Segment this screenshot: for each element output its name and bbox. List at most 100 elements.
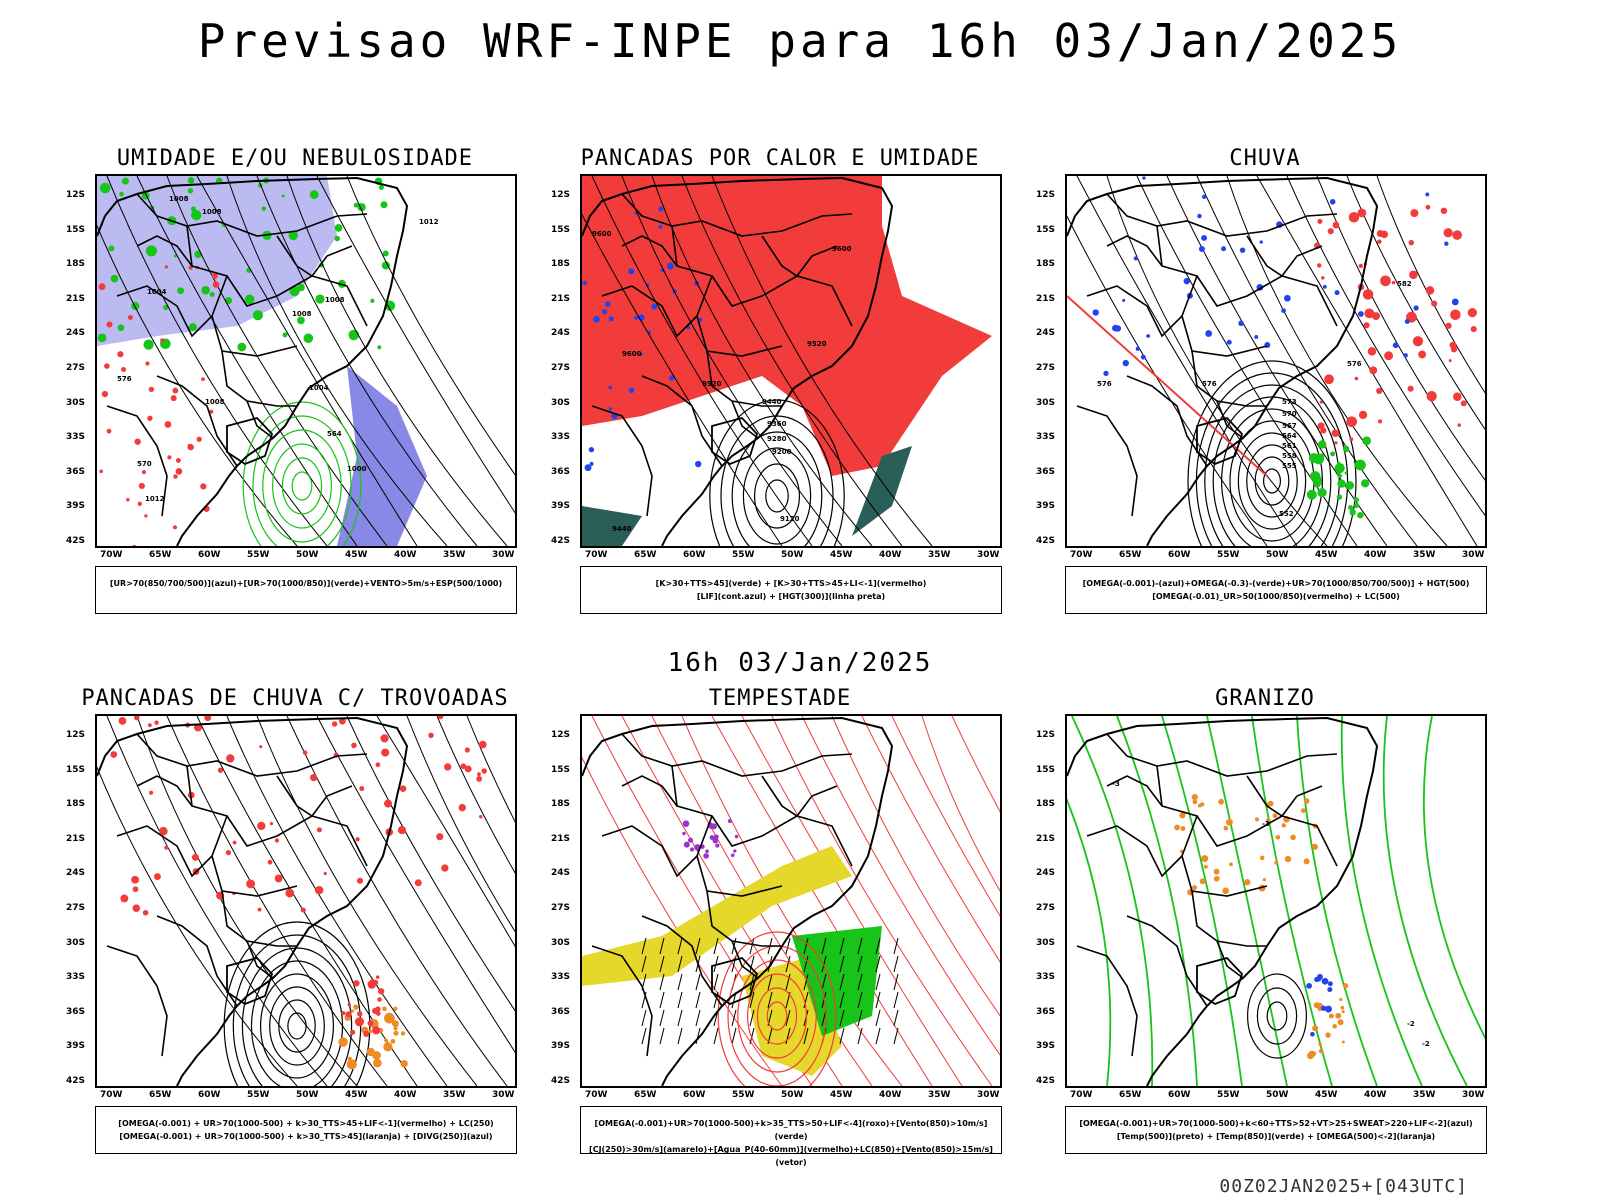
streamline <box>861 716 1000 963</box>
rain-area <box>1358 410 1368 420</box>
thickness-contour <box>132 544 137 546</box>
streamline <box>717 931 837 1086</box>
humidity-lower-contour <box>145 245 157 257</box>
streamline <box>1256 987 1298 1045</box>
legend-box: [OMEGA(-0.001)-(azul)+OMEGA(-0.3)-(verde… <box>1065 566 1487 614</box>
storm-area <box>428 732 434 739</box>
wind-vector <box>659 1027 665 1045</box>
storm-area <box>164 845 169 850</box>
omega-area <box>1191 793 1198 801</box>
omega-area <box>1300 808 1306 814</box>
rain-area <box>1369 366 1378 375</box>
omega-area <box>1259 855 1265 861</box>
omega-area <box>1337 1019 1344 1026</box>
contour-label: 9120 <box>780 515 800 523</box>
wind-vector <box>839 1027 845 1045</box>
thickness-contour <box>201 377 205 381</box>
lat-tick-label: 42S <box>551 536 571 546</box>
country-border <box>1196 416 1244 466</box>
state-border <box>1106 775 1163 807</box>
state-border <box>1076 405 1138 517</box>
storm-area <box>384 1038 388 1043</box>
rain-area <box>1317 218 1323 224</box>
storm-area <box>400 1031 406 1036</box>
lat-tick-label: 33S <box>66 432 86 443</box>
lat-tick-label: 24S <box>1036 868 1056 879</box>
lat-tick-label: 42S <box>1036 1076 1056 1086</box>
streamline <box>1286 176 1485 517</box>
rain-area <box>1362 436 1372 446</box>
coastline <box>1067 716 1379 1086</box>
omega-area <box>1342 983 1349 989</box>
streamline <box>891 716 1000 917</box>
streamline <box>711 176 933 546</box>
lifted-index-contour <box>582 280 588 286</box>
rain-area <box>1342 445 1350 453</box>
wind-vector <box>803 973 809 991</box>
wind-vector <box>677 1009 683 1027</box>
streamline <box>1316 176 1485 481</box>
lifted-index-contour <box>608 385 613 390</box>
lat-tick-label: 36S <box>1036 466 1056 477</box>
rain-area <box>1380 275 1391 287</box>
rain-area <box>1444 241 1449 246</box>
rain-area <box>1426 391 1437 402</box>
wind-vector <box>731 955 737 973</box>
lifted-index-contour <box>588 446 595 453</box>
coastline <box>97 716 409 1086</box>
rain-area <box>1337 479 1346 488</box>
storm-area <box>367 1020 374 1027</box>
wind-vector <box>677 973 683 991</box>
state-border <box>1106 733 1338 777</box>
map-canvas <box>97 716 515 1086</box>
storm-area <box>354 1017 365 1027</box>
lon-tick-label: 70W <box>100 1090 123 1100</box>
streamline <box>1187 360 1357 546</box>
humidity-lower-contour <box>131 301 140 311</box>
wind-vector <box>893 991 899 1009</box>
streamline <box>1346 176 1485 431</box>
omega-area <box>1266 818 1271 823</box>
contour-label: 9440 <box>612 525 632 533</box>
rain-area <box>1450 346 1458 353</box>
wind-vector <box>677 955 683 973</box>
rain-area <box>1418 350 1427 359</box>
humidity-lower-contour <box>348 329 360 341</box>
lon-tick-label: 65W <box>149 1090 172 1100</box>
storm-area <box>232 840 237 845</box>
rain-area <box>1363 322 1370 329</box>
lon-tick-label: 55W <box>247 550 270 560</box>
wind-vector <box>659 991 665 1009</box>
lon-tick-label: 45W <box>1315 1090 1338 1100</box>
humidity-lower-contour <box>173 254 177 258</box>
severe-storm-area <box>715 843 720 848</box>
rain-area <box>1357 511 1364 519</box>
streamline <box>1196 176 1418 546</box>
hail-area <box>1327 981 1333 987</box>
state-border <box>621 733 853 777</box>
rain-area <box>1357 208 1367 218</box>
hail-area <box>1310 1031 1315 1037</box>
wind-vector <box>785 937 791 955</box>
lon-tick-label: 55W <box>732 550 755 560</box>
lifted-index-contour <box>589 461 594 466</box>
state-border <box>136 193 368 237</box>
lat-tick-label: 36S <box>1036 1006 1056 1017</box>
humidity-lower-contour <box>187 188 194 194</box>
state-border <box>1086 285 1183 338</box>
storm-area <box>383 1042 393 1052</box>
contour-label: -3 <box>1112 780 1120 788</box>
rain-area <box>1324 374 1334 385</box>
storm-area <box>259 745 263 749</box>
humidity-lower-contour <box>209 291 215 297</box>
rain-area <box>1440 207 1448 215</box>
lat-tick-label: 42S <box>551 1076 571 1086</box>
streamline <box>260 973 335 1079</box>
storm-area <box>356 877 364 884</box>
state-border <box>731 400 759 439</box>
lat-tick-label: 15S <box>66 224 86 235</box>
humidity-lower-contour <box>99 182 111 194</box>
humidity-lower-contour <box>381 261 390 270</box>
legend-line: [OMEGA(-0.001)-(azul)+OMEGA(-0.3)-(verde… <box>1082 579 1470 588</box>
humidity-lower-contour <box>380 201 388 209</box>
